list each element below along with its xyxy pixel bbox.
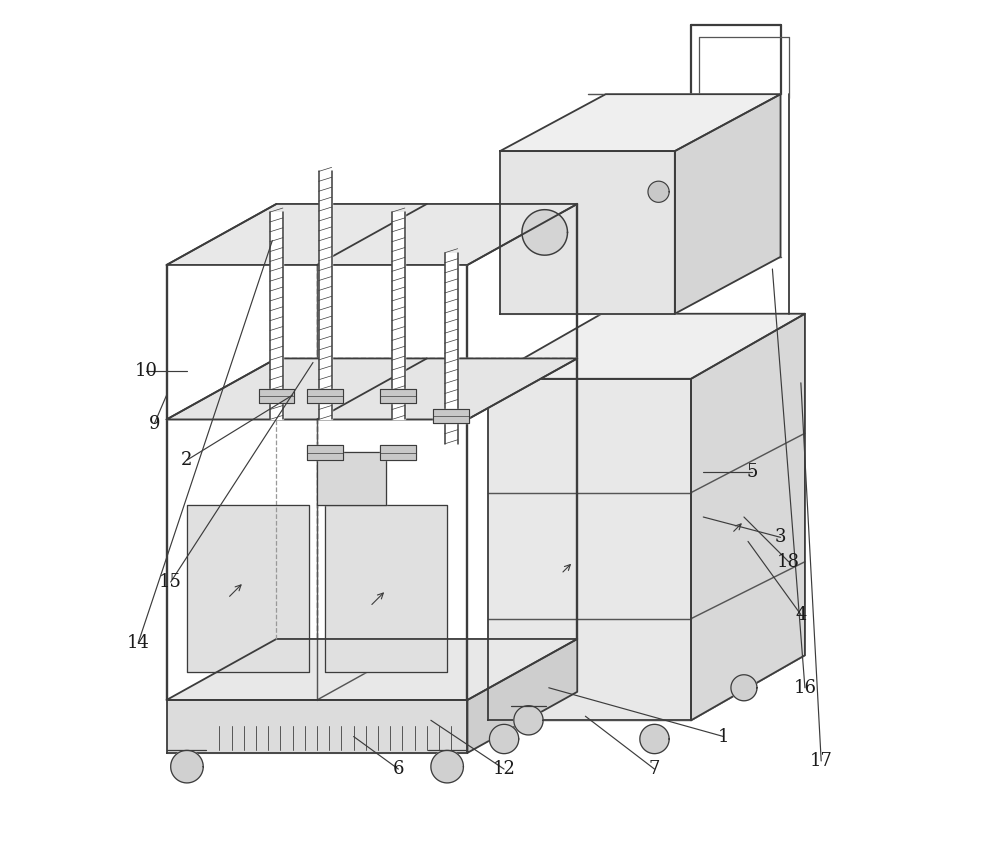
Polygon shape (500, 151, 675, 313)
Polygon shape (648, 181, 669, 202)
Polygon shape (187, 505, 309, 672)
Polygon shape (167, 204, 577, 265)
Polygon shape (489, 724, 519, 754)
Text: 14: 14 (127, 634, 150, 652)
Polygon shape (171, 750, 203, 783)
Polygon shape (380, 389, 416, 403)
Polygon shape (445, 252, 458, 444)
Polygon shape (392, 212, 405, 419)
Text: 6: 6 (393, 760, 404, 778)
Polygon shape (167, 700, 467, 753)
Text: 2: 2 (181, 451, 193, 469)
Polygon shape (500, 94, 781, 151)
Polygon shape (317, 452, 386, 505)
Polygon shape (514, 706, 543, 735)
Text: 4: 4 (795, 606, 807, 623)
Text: 17: 17 (810, 752, 833, 770)
Polygon shape (307, 389, 343, 403)
Polygon shape (380, 446, 416, 460)
Text: 18: 18 (777, 553, 800, 571)
Text: 12: 12 (493, 760, 516, 778)
Polygon shape (488, 379, 691, 720)
Polygon shape (731, 675, 757, 700)
Polygon shape (488, 313, 805, 379)
Text: 15: 15 (159, 573, 182, 591)
Text: 7: 7 (649, 760, 660, 778)
Polygon shape (270, 212, 283, 419)
Polygon shape (675, 94, 781, 313)
Text: 9: 9 (149, 414, 160, 433)
Polygon shape (259, 389, 294, 403)
Polygon shape (522, 210, 567, 255)
Polygon shape (433, 409, 469, 424)
Polygon shape (325, 505, 447, 672)
Polygon shape (488, 656, 805, 720)
Polygon shape (167, 358, 577, 419)
Polygon shape (167, 639, 577, 700)
Text: 10: 10 (135, 362, 158, 379)
Text: 1: 1 (718, 728, 729, 745)
Polygon shape (431, 750, 463, 783)
Polygon shape (640, 724, 669, 754)
Polygon shape (307, 446, 343, 460)
Polygon shape (467, 639, 577, 753)
Text: 5: 5 (746, 463, 758, 481)
Text: 16: 16 (793, 678, 816, 697)
Polygon shape (691, 313, 805, 720)
Text: 3: 3 (775, 529, 786, 546)
Polygon shape (319, 171, 332, 419)
